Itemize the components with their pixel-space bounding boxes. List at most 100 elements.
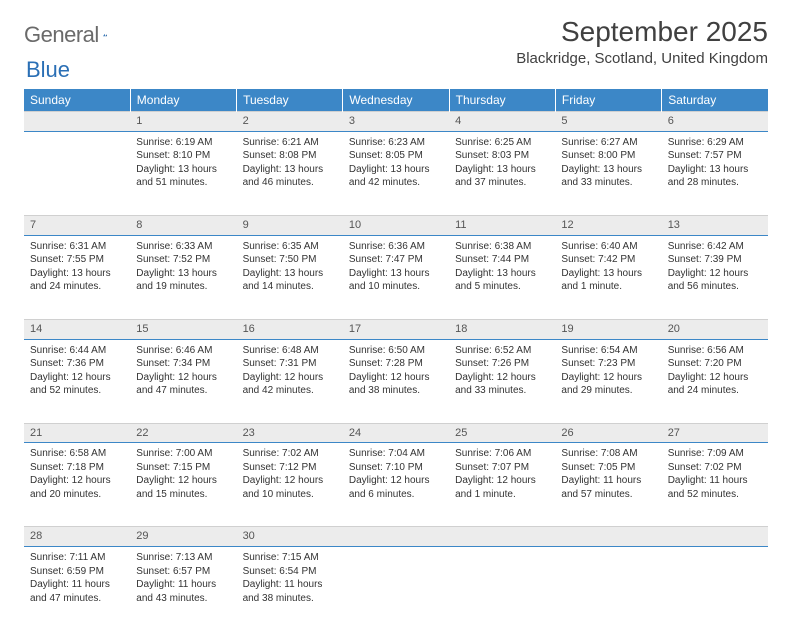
daylight-line: Daylight: 13 hours and 46 minutes. [243, 163, 337, 190]
sunrise-line: Sunrise: 6:56 AM [668, 344, 762, 358]
day-number: 8 [130, 215, 236, 235]
day-cell: Sunrise: 6:23 AMSunset: 8:05 PMDaylight:… [343, 131, 449, 215]
day-cell-content: Sunrise: 6:19 AMSunset: 8:10 PMDaylight:… [130, 132, 236, 192]
calendar-head: SundayMondayTuesdayWednesdayThursdayFrid… [24, 89, 768, 112]
sunrise-line: Sunrise: 6:29 AM [668, 136, 762, 150]
day-cell-content: Sunrise: 6:50 AMSunset: 7:28 PMDaylight:… [343, 340, 449, 400]
sunrise-line: Sunrise: 6:23 AM [349, 136, 443, 150]
day-cell: Sunrise: 7:08 AMSunset: 7:05 PMDaylight:… [555, 443, 661, 527]
daylight-line: Daylight: 11 hours and 43 minutes. [136, 578, 230, 605]
dayname-cell: Thursday [449, 89, 555, 112]
dayname-cell: Monday [130, 89, 236, 112]
sunrise-line: Sunrise: 6:52 AM [455, 344, 549, 358]
daylight-line: Daylight: 12 hours and 24 minutes. [668, 371, 762, 398]
daylight-line: Daylight: 13 hours and 24 minutes. [30, 267, 124, 294]
day-number [662, 527, 768, 547]
sunrise-line: Sunrise: 7:06 AM [455, 447, 549, 461]
dayname-row: SundayMondayTuesdayWednesdayThursdayFrid… [24, 89, 768, 112]
sunset-line: Sunset: 6:54 PM [243, 565, 337, 579]
day-cell-content: Sunrise: 6:25 AMSunset: 8:03 PMDaylight:… [449, 132, 555, 192]
sunset-line: Sunset: 7:47 PM [349, 253, 443, 267]
day-number: 19 [555, 319, 661, 339]
day-cell: Sunrise: 6:42 AMSunset: 7:39 PMDaylight:… [662, 235, 768, 319]
daylight-line: Daylight: 11 hours and 47 minutes. [30, 578, 124, 605]
daylight-line: Daylight: 12 hours and 20 minutes. [30, 474, 124, 501]
daylight-line: Daylight: 11 hours and 57 minutes. [561, 474, 655, 501]
day-number: 14 [24, 319, 130, 339]
day-number: 20 [662, 319, 768, 339]
week-row: Sunrise: 6:31 AMSunset: 7:55 PMDaylight:… [24, 235, 768, 319]
day-cell: Sunrise: 7:11 AMSunset: 6:59 PMDaylight:… [24, 547, 130, 631]
sunset-line: Sunset: 7:20 PM [668, 357, 762, 371]
day-cell-content: Sunrise: 6:21 AMSunset: 8:08 PMDaylight:… [237, 132, 343, 192]
sunrise-line: Sunrise: 7:08 AM [561, 447, 655, 461]
sunrise-line: Sunrise: 7:00 AM [136, 447, 230, 461]
sunrise-line: Sunrise: 6:25 AM [455, 136, 549, 150]
day-cell: Sunrise: 6:54 AMSunset: 7:23 PMDaylight:… [555, 339, 661, 423]
day-number: 5 [555, 112, 661, 132]
day-cell: Sunrise: 6:25 AMSunset: 8:03 PMDaylight:… [449, 131, 555, 215]
daylight-line: Daylight: 12 hours and 33 minutes. [455, 371, 549, 398]
sunset-line: Sunset: 8:10 PM [136, 149, 230, 163]
day-cell-content: Sunrise: 6:58 AMSunset: 7:18 PMDaylight:… [24, 443, 130, 503]
day-number: 1 [130, 112, 236, 132]
logo: General [24, 16, 127, 48]
sunset-line: Sunset: 7:36 PM [30, 357, 124, 371]
day-number: 26 [555, 423, 661, 443]
day-number: 16 [237, 319, 343, 339]
day-cell: Sunrise: 6:36 AMSunset: 7:47 PMDaylight:… [343, 235, 449, 319]
daylight-line: Daylight: 12 hours and 29 minutes. [561, 371, 655, 398]
daylight-line: Daylight: 12 hours and 10 minutes. [243, 474, 337, 501]
day-cell-content: Sunrise: 6:33 AMSunset: 7:52 PMDaylight:… [130, 236, 236, 296]
sunset-line: Sunset: 7:15 PM [136, 461, 230, 475]
sunrise-line: Sunrise: 6:31 AM [30, 240, 124, 254]
day-number [24, 112, 130, 132]
daylight-line: Daylight: 11 hours and 52 minutes. [668, 474, 762, 501]
day-number: 22 [130, 423, 236, 443]
day-cell [24, 131, 130, 215]
logo-sail-icon [103, 28, 107, 42]
day-cell-content: Sunrise: 6:29 AMSunset: 7:57 PMDaylight:… [662, 132, 768, 192]
day-cell: Sunrise: 6:21 AMSunset: 8:08 PMDaylight:… [237, 131, 343, 215]
daylight-line: Daylight: 12 hours and 42 minutes. [243, 371, 337, 398]
daylight-line: Daylight: 13 hours and 10 minutes. [349, 267, 443, 294]
day-number: 27 [662, 423, 768, 443]
sunrise-line: Sunrise: 6:36 AM [349, 240, 443, 254]
daynum-row: 78910111213 [24, 215, 768, 235]
day-cell-content: Sunrise: 6:35 AMSunset: 7:50 PMDaylight:… [237, 236, 343, 296]
day-cell: Sunrise: 6:58 AMSunset: 7:18 PMDaylight:… [24, 443, 130, 527]
day-number: 24 [343, 423, 449, 443]
day-cell: Sunrise: 6:40 AMSunset: 7:42 PMDaylight:… [555, 235, 661, 319]
sunset-line: Sunset: 6:59 PM [30, 565, 124, 579]
day-number: 11 [449, 215, 555, 235]
sunset-line: Sunset: 8:05 PM [349, 149, 443, 163]
daylight-line: Daylight: 13 hours and 33 minutes. [561, 163, 655, 190]
dayname-cell: Saturday [662, 89, 768, 112]
sunset-line: Sunset: 7:02 PM [668, 461, 762, 475]
daylight-line: Daylight: 11 hours and 38 minutes. [243, 578, 337, 605]
day-cell-content: Sunrise: 6:23 AMSunset: 8:05 PMDaylight:… [343, 132, 449, 192]
day-cell-content: Sunrise: 7:15 AMSunset: 6:54 PMDaylight:… [237, 547, 343, 607]
sunset-line: Sunset: 7:28 PM [349, 357, 443, 371]
sunset-line: Sunset: 7:12 PM [243, 461, 337, 475]
sunset-line: Sunset: 7:39 PM [668, 253, 762, 267]
day-cell: Sunrise: 7:00 AMSunset: 7:15 PMDaylight:… [130, 443, 236, 527]
sunrise-line: Sunrise: 6:46 AM [136, 344, 230, 358]
day-cell: Sunrise: 6:35 AMSunset: 7:50 PMDaylight:… [237, 235, 343, 319]
day-cell-content: Sunrise: 7:00 AMSunset: 7:15 PMDaylight:… [130, 443, 236, 503]
calendar-body: 123456Sunrise: 6:19 AMSunset: 8:10 PMDay… [24, 112, 768, 631]
sunrise-line: Sunrise: 6:54 AM [561, 344, 655, 358]
day-number: 2 [237, 112, 343, 132]
day-cell-content: Sunrise: 6:46 AMSunset: 7:34 PMDaylight:… [130, 340, 236, 400]
location-label: Blackridge, Scotland, United Kingdom [516, 50, 768, 67]
sunrise-line: Sunrise: 6:42 AM [668, 240, 762, 254]
sunrise-line: Sunrise: 7:13 AM [136, 551, 230, 565]
day-cell [343, 547, 449, 631]
sunset-line: Sunset: 7:31 PM [243, 357, 337, 371]
day-number: 12 [555, 215, 661, 235]
daylight-line: Daylight: 13 hours and 42 minutes. [349, 163, 443, 190]
dayname-cell: Wednesday [343, 89, 449, 112]
sunset-line: Sunset: 8:08 PM [243, 149, 337, 163]
day-cell-content: Sunrise: 6:52 AMSunset: 7:26 PMDaylight:… [449, 340, 555, 400]
day-cell: Sunrise: 6:52 AMSunset: 7:26 PMDaylight:… [449, 339, 555, 423]
